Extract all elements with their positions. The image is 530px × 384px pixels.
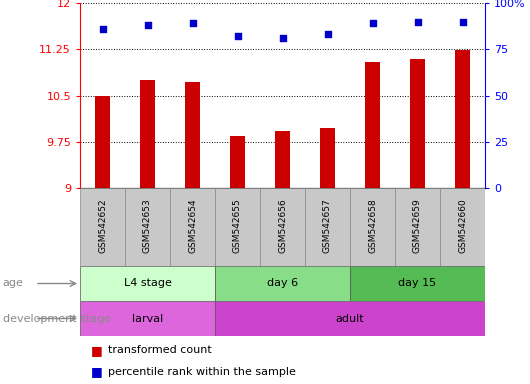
Bar bbox=[80, 301, 215, 336]
Point bbox=[143, 22, 152, 28]
Bar bbox=[350, 266, 485, 301]
Bar bbox=[170, 188, 215, 266]
Bar bbox=[455, 50, 471, 188]
Bar bbox=[350, 188, 395, 266]
Bar bbox=[184, 82, 200, 188]
Text: percentile rank within the sample: percentile rank within the sample bbox=[108, 367, 295, 377]
Text: adult: adult bbox=[335, 313, 364, 323]
Bar bbox=[95, 96, 110, 188]
Point bbox=[98, 26, 107, 32]
Bar bbox=[320, 127, 335, 188]
Text: ■: ■ bbox=[91, 344, 102, 357]
Bar bbox=[395, 188, 440, 266]
Text: transformed count: transformed count bbox=[108, 345, 211, 356]
Text: GSM542656: GSM542656 bbox=[278, 198, 287, 253]
Bar bbox=[80, 188, 125, 266]
Text: ■: ■ bbox=[91, 366, 102, 379]
Bar bbox=[410, 58, 426, 188]
Bar bbox=[365, 61, 381, 188]
Bar bbox=[125, 188, 170, 266]
Point bbox=[188, 20, 197, 26]
Bar bbox=[260, 188, 305, 266]
Bar bbox=[80, 266, 215, 301]
Point bbox=[413, 18, 422, 25]
Text: larval: larval bbox=[132, 313, 163, 323]
Point bbox=[323, 31, 332, 38]
Text: GSM542652: GSM542652 bbox=[98, 198, 107, 253]
Bar bbox=[215, 266, 350, 301]
Bar bbox=[215, 188, 260, 266]
Text: GSM542658: GSM542658 bbox=[368, 198, 377, 253]
Point bbox=[278, 35, 287, 41]
Bar bbox=[139, 80, 155, 188]
Text: GSM542654: GSM542654 bbox=[188, 198, 197, 253]
Text: GSM542657: GSM542657 bbox=[323, 198, 332, 253]
Point bbox=[233, 33, 242, 40]
Text: day 15: day 15 bbox=[399, 278, 437, 288]
Text: GSM542655: GSM542655 bbox=[233, 198, 242, 253]
Bar bbox=[275, 131, 290, 188]
Text: GSM542660: GSM542660 bbox=[458, 198, 467, 253]
Bar bbox=[305, 188, 350, 266]
Text: L4 stage: L4 stage bbox=[123, 278, 171, 288]
Text: GSM542659: GSM542659 bbox=[413, 198, 422, 253]
Point bbox=[368, 20, 377, 26]
Bar bbox=[215, 301, 485, 336]
Bar bbox=[440, 188, 485, 266]
Text: age: age bbox=[3, 278, 23, 288]
Point bbox=[458, 18, 467, 25]
Text: development stage: development stage bbox=[3, 313, 111, 323]
Text: GSM542653: GSM542653 bbox=[143, 198, 152, 253]
Bar bbox=[229, 136, 245, 188]
Text: day 6: day 6 bbox=[267, 278, 298, 288]
